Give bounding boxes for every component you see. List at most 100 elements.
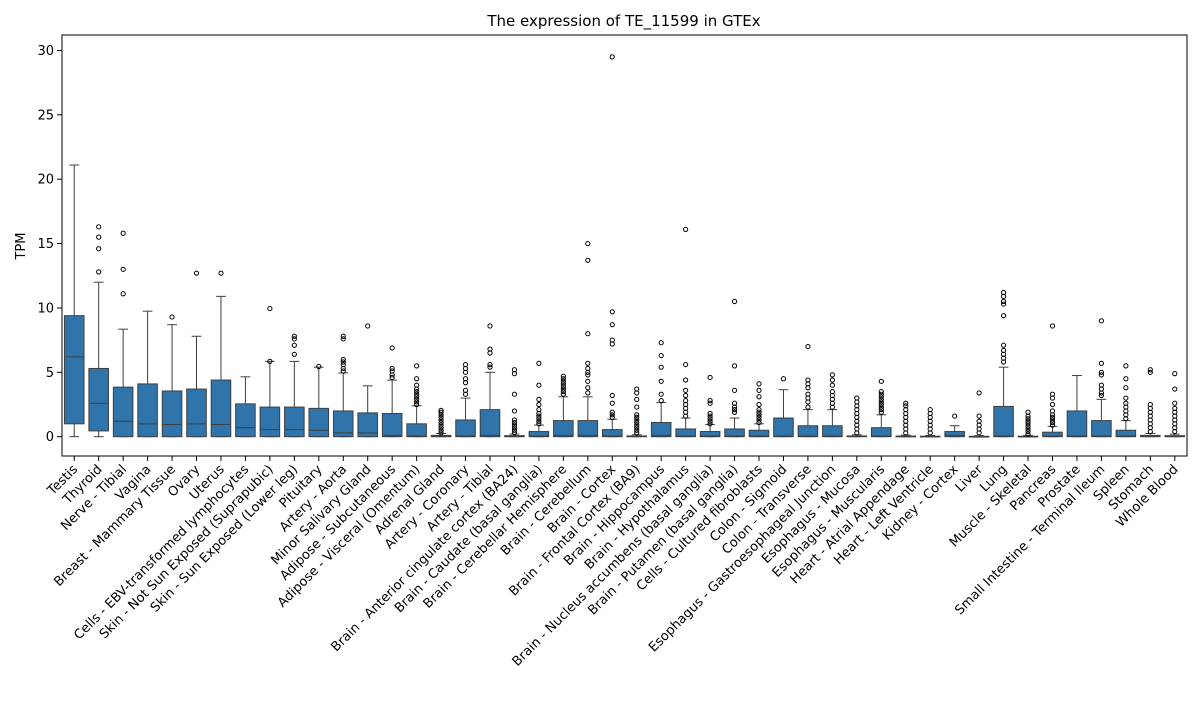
outlier-point	[560, 381, 566, 387]
outlier-point	[756, 409, 762, 415]
box-iqr	[601, 429, 623, 438]
outlier-point	[780, 376, 787, 382]
outlier-point	[1123, 385, 1129, 391]
outlier-point	[96, 234, 102, 240]
outlier-point	[1025, 431, 1031, 437]
outlier-point	[560, 376, 566, 382]
outlier-point	[707, 421, 713, 427]
outlier-point	[1049, 408, 1056, 414]
outlier-point	[340, 356, 346, 363]
outlier-point	[96, 224, 102, 230]
outlier-point	[267, 358, 273, 364]
outlier-point	[120, 230, 126, 236]
outlier-point	[1049, 401, 1056, 408]
outlier-point	[634, 427, 640, 433]
outlier-point	[634, 386, 640, 392]
outlier-point	[609, 309, 615, 315]
outlier-point	[487, 346, 493, 352]
outlier-point	[1000, 342, 1007, 348]
outlier-point	[829, 389, 835, 395]
outlier-point	[536, 360, 542, 366]
outlier-point	[511, 427, 518, 433]
outlier-point	[462, 361, 469, 368]
outlier-point	[511, 417, 518, 423]
outlier-point	[511, 422, 518, 428]
outlier-point	[658, 391, 664, 397]
outlier-point	[340, 368, 346, 374]
outlier-point	[1049, 422, 1056, 428]
outlier-point	[511, 425, 518, 431]
outlier-point	[805, 404, 811, 410]
outlier-point	[683, 398, 689, 404]
box-iqr	[259, 406, 281, 438]
outlier-point	[658, 398, 664, 404]
outlier-point	[805, 343, 811, 350]
outlier-point	[634, 417, 640, 423]
outlier-point	[1049, 323, 1056, 329]
outlier-point	[658, 340, 664, 346]
outlier-point	[1025, 426, 1031, 432]
outlier-point	[609, 414, 615, 420]
outlier-point	[267, 305, 273, 312]
outlier-point	[903, 403, 909, 409]
box-iqr	[112, 386, 134, 438]
outlier-point	[756, 417, 762, 423]
outlier-point	[634, 425, 640, 431]
outlier-point	[683, 361, 689, 368]
outlier-point	[1098, 369, 1105, 375]
outlier-point	[878, 396, 884, 402]
outlier-point	[658, 378, 664, 384]
outlier-point	[1000, 289, 1007, 296]
outlier-point	[878, 378, 884, 384]
outlier-point	[878, 399, 884, 405]
outlier-point	[756, 387, 762, 393]
outlier-point	[1172, 400, 1178, 406]
outlier-point	[560, 383, 566, 390]
outlier-point	[805, 377, 811, 383]
outlier-point	[976, 390, 982, 396]
outlier-point	[634, 414, 640, 420]
outlier-point	[805, 391, 811, 397]
outlier-point	[829, 382, 835, 388]
outlier-point	[1025, 423, 1031, 429]
plot-frame	[61, 34, 1188, 457]
outlier-point	[756, 381, 762, 387]
box-iqr	[406, 423, 427, 438]
outlier-point	[96, 246, 102, 252]
outlier-point	[609, 412, 615, 418]
outlier-point	[438, 422, 444, 428]
box-iqr	[871, 427, 892, 438]
outlier-point	[683, 392, 689, 399]
outlier-point	[414, 399, 420, 405]
box-iqr	[650, 422, 672, 438]
box-iqr	[284, 406, 305, 438]
y-tick-label: 30	[37, 44, 54, 59]
box-iqr	[724, 428, 745, 438]
outlier-point	[438, 427, 444, 433]
outlier-point	[487, 323, 493, 329]
outlier-point	[707, 416, 713, 422]
outlier-point	[756, 407, 762, 413]
outlier-point	[414, 401, 420, 408]
outlier-point	[536, 396, 542, 402]
box-iqr	[332, 410, 354, 438]
outlier-point	[927, 407, 933, 413]
outlier-point	[511, 430, 518, 436]
outlier-point	[1049, 417, 1056, 423]
outlier-point	[291, 336, 297, 342]
outlier-point	[536, 421, 542, 427]
outlier-point	[1123, 376, 1129, 382]
outlier-point	[878, 401, 884, 408]
outlier-point	[1172, 386, 1178, 392]
y-tick-label: 10	[37, 301, 54, 316]
outlier-point	[829, 377, 835, 383]
outlier-point	[511, 419, 518, 426]
outlier-point	[1049, 391, 1056, 397]
box-iqr	[797, 425, 819, 438]
y-tick-label: 25	[37, 108, 54, 123]
outlier-point	[683, 387, 689, 393]
outlier-point	[756, 419, 762, 426]
outlier-point	[731, 407, 738, 413]
outlier-point	[560, 386, 566, 392]
